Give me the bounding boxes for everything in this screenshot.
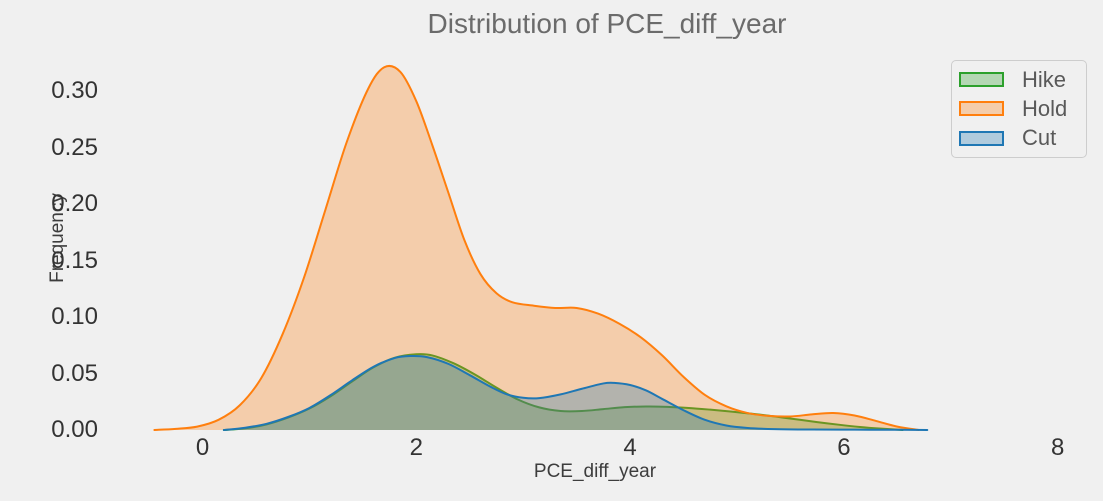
x-tick-label: 2 (409, 434, 423, 461)
y-tick-label: 0.05 (51, 359, 98, 387)
legend-swatch-cut-icon (959, 130, 1004, 146)
y-tick-label: 0.25 (51, 133, 98, 161)
x-tick-label: 0 (195, 434, 210, 461)
kde-area-hold (154, 65, 919, 431)
y-tick-label: 0.20 (51, 190, 98, 217)
y-tick-label: 0.00 (51, 416, 98, 443)
legend-swatch-hike-icon (959, 72, 1004, 88)
kde-area-hike (223, 354, 903, 430)
chart-title: Distribution of PCE_diff_year (427, 8, 787, 39)
y-tick-label: 0.15 (51, 246, 98, 274)
legend: Hike Hold Cut (951, 60, 1087, 158)
legend-item-cut: Cut (952, 124, 1086, 153)
kde-area-cut (223, 355, 928, 430)
legend-item-hold: Hold (952, 94, 1086, 123)
y-tick-label: 0.10 (51, 303, 98, 330)
legend-label: Cut (1022, 125, 1057, 151)
legend-swatch-hold-icon (959, 101, 1004, 117)
legend-item-hike: Hike (952, 65, 1086, 94)
x-tick-label: 6 (837, 434, 851, 461)
x-axis-title: PCE_diff_year (533, 461, 657, 482)
kde-curve-hold (153, 64, 920, 431)
kde-curve-cut (222, 354, 929, 431)
x-tick-label: 4 (623, 434, 637, 461)
y-tick-label: 0.30 (51, 77, 98, 104)
legend-label: Hold (1022, 95, 1068, 121)
x-tick-label: 8 (1051, 434, 1065, 461)
legend-label: Hike (1022, 66, 1067, 92)
